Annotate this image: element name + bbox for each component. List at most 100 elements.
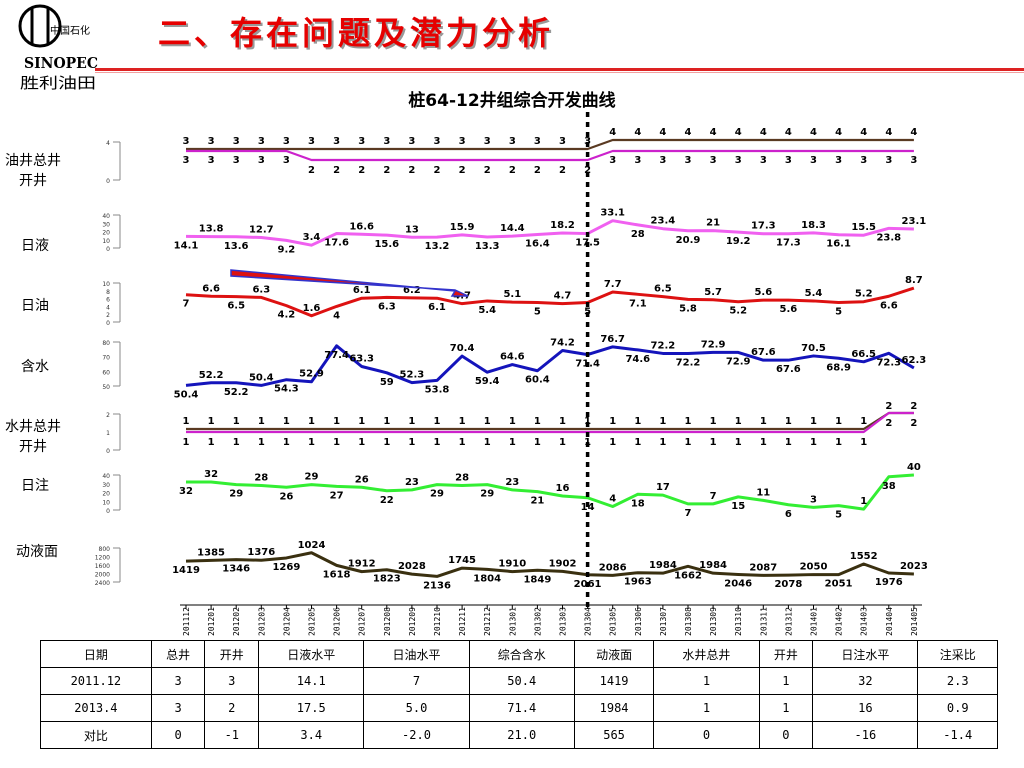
- data-label: 3: [358, 136, 365, 147]
- data-label: 1: [559, 437, 566, 448]
- series-line: [186, 473, 915, 511]
- table-cell: -16: [812, 721, 919, 749]
- y-tick-label: 60: [102, 369, 110, 376]
- data-label: 17.3: [751, 221, 776, 232]
- table-cell: 5.0: [363, 694, 470, 722]
- data-label: 1: [358, 437, 365, 448]
- y-tick-label: 20: [102, 491, 110, 498]
- data-label: 1: [208, 416, 215, 427]
- y-tick-label: 50: [102, 384, 110, 391]
- x-tick-label: 201206: [333, 607, 342, 636]
- data-label: 2046: [724, 578, 752, 589]
- data-label: 3.4: [303, 232, 321, 243]
- data-label: 1: [634, 437, 641, 448]
- data-label: 4: [760, 127, 767, 138]
- data-label: 1: [183, 416, 190, 427]
- y-tick-label: 0: [106, 508, 110, 515]
- series-line: [186, 411, 914, 434]
- panel-label-fluid-level: 动液面: [16, 544, 58, 560]
- trend-arrow: [230, 269, 469, 297]
- series-line: [186, 411, 914, 431]
- data-label: 13.3: [475, 241, 500, 252]
- data-label: 2078: [774, 579, 802, 590]
- data-label: 1: [308, 437, 315, 448]
- data-label: 64.6: [500, 352, 525, 363]
- data-label: 1: [534, 437, 541, 448]
- data-label: 5: [534, 307, 541, 318]
- data-label: 9.2: [278, 244, 296, 255]
- data-label: 23: [405, 477, 419, 488]
- y-tick-label: 40: [102, 473, 110, 480]
- data-label: 1: [183, 437, 190, 448]
- data-label: 63.3: [349, 353, 374, 364]
- data-label: 18.2: [550, 220, 575, 231]
- data-label: 27: [330, 490, 344, 501]
- data-label: 1: [860, 416, 867, 427]
- data-label: 1804: [473, 573, 501, 584]
- data-label: 3: [383, 136, 390, 147]
- data-label: 12.7: [249, 225, 274, 236]
- data-label: 2050: [800, 562, 828, 573]
- data-label: 3: [308, 136, 315, 147]
- data-label: 6.1: [428, 302, 446, 313]
- table-cell: 565: [573, 721, 655, 749]
- logo-text-top: 中国石化: [50, 24, 90, 37]
- table-header-cell: 日液水平: [258, 640, 365, 668]
- table-cell: 0.9: [917, 694, 998, 722]
- data-label: 1: [609, 416, 616, 427]
- data-label: 1: [685, 437, 692, 448]
- series-line: [186, 149, 914, 162]
- data-label: 3: [183, 155, 190, 166]
- data-label: 4.2: [278, 310, 296, 321]
- table-cell: -2.0: [363, 721, 470, 749]
- x-tick-label: 201311: [759, 607, 768, 636]
- data-label: 62.3: [902, 355, 927, 366]
- data-label: 1419: [172, 565, 200, 576]
- data-label: 7: [685, 508, 692, 519]
- data-label: 7: [183, 299, 190, 310]
- data-label: 53.8: [425, 384, 450, 395]
- data-label: 60.4: [525, 375, 550, 386]
- data-label: 38: [882, 481, 896, 492]
- data-label: 1024: [298, 540, 326, 551]
- data-label: 72.9: [726, 356, 751, 367]
- data-label: 3: [910, 155, 917, 166]
- data-label: 4: [785, 127, 792, 138]
- data-label: 1: [308, 416, 315, 427]
- data-label: 4: [735, 127, 742, 138]
- data-label: 1902: [549, 558, 577, 569]
- series-line: [185, 551, 914, 578]
- table-header-cell: 开井: [204, 640, 260, 668]
- y-tick-label: 0: [106, 448, 110, 455]
- data-label: 50.4: [174, 389, 199, 400]
- data-label: 15: [731, 501, 745, 512]
- data-label: 72.2: [676, 357, 701, 368]
- data-label: 1912: [348, 559, 376, 570]
- data-label: 29: [229, 489, 243, 500]
- y-tick-label: 10: [102, 499, 110, 506]
- data-label: 70.4: [450, 343, 475, 354]
- data-label: 16: [556, 483, 570, 494]
- table-cell: 32: [812, 667, 919, 695]
- data-label: 28: [631, 229, 645, 240]
- data-label: 17.6: [324, 237, 349, 248]
- data-label: 2: [408, 165, 415, 176]
- data-label: 1: [735, 437, 742, 448]
- table-cell: 3.4: [258, 721, 365, 749]
- data-label: 1963: [624, 577, 652, 588]
- data-label: 13: [405, 224, 419, 235]
- x-tick-label: 201405: [910, 607, 919, 636]
- y-tick-label: 4: [106, 140, 110, 147]
- data-label: 3: [283, 155, 290, 166]
- y-tick-label: 30: [102, 482, 110, 489]
- data-label: 52.2: [224, 387, 249, 398]
- data-label: 6.3: [252, 284, 270, 295]
- data-label: 1346: [222, 564, 250, 575]
- data-label: 13.2: [425, 241, 450, 252]
- data-label: 13.6: [224, 241, 249, 252]
- y-tick-label: 6: [106, 297, 110, 304]
- data-label: 1: [860, 496, 867, 507]
- data-label: 70.5: [801, 343, 826, 354]
- table-cell: -1: [204, 721, 260, 749]
- data-label: 14.4: [500, 223, 525, 234]
